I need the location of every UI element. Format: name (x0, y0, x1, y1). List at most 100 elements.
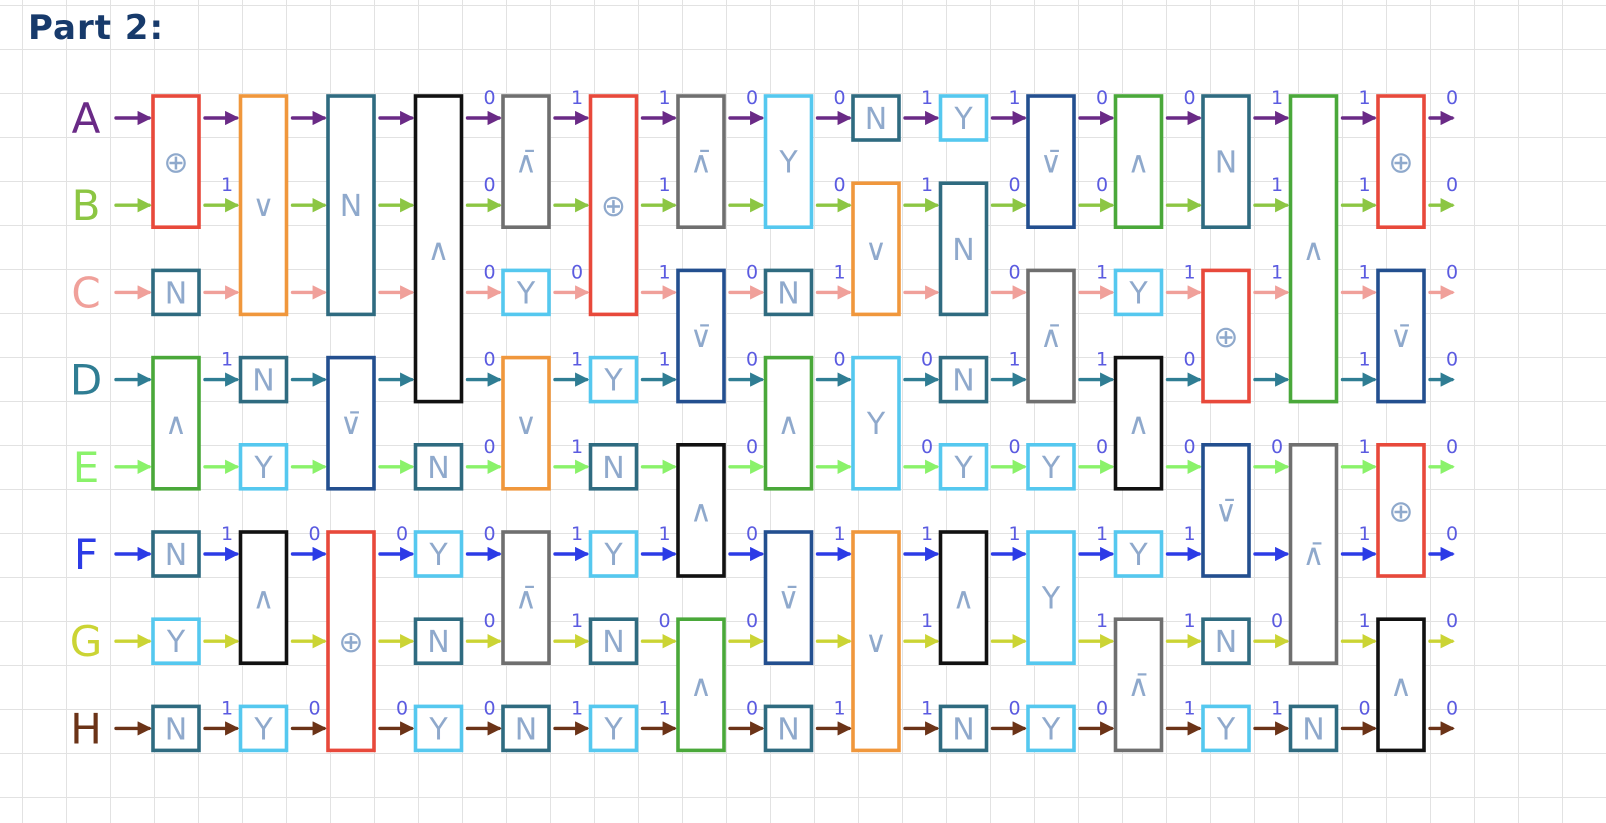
gate-box (238, 442, 289, 491)
logic-gate: ∧̄ (501, 94, 551, 229)
logic-gate: Y (588, 530, 639, 578)
bit-value: 1 (1358, 87, 1370, 109)
bit-value: 0 (833, 87, 845, 109)
bit-value: 1 (658, 523, 670, 545)
logic-gate: ∨̄ (1026, 94, 1076, 229)
gate-symbol: ∧̄ (1303, 538, 1325, 573)
gate-symbol: ∧ (1303, 233, 1325, 268)
gate-box (588, 442, 639, 491)
gate-symbol: Y (253, 712, 273, 747)
bit-value: 1 (1358, 436, 1370, 458)
bit-value: 1 (1008, 349, 1020, 371)
gate-symbol: ⊕ (163, 146, 188, 181)
gate-symbol: Y (428, 712, 448, 747)
logic-gate: N (413, 442, 464, 491)
logic-gate: Y (588, 355, 639, 404)
gate-symbol: ∧̄ (1040, 320, 1062, 355)
bit-value: 0 (746, 436, 758, 458)
bit-value: 1 (1271, 87, 1283, 109)
logic-gate: ∨̄ (1376, 268, 1426, 404)
gate-symbol: Y (953, 102, 973, 137)
logic-gate: Y (1026, 530, 1076, 665)
gate-symbol: Y (866, 407, 886, 442)
logic-gate: N (151, 268, 201, 317)
gate-symbol: ∧ (778, 407, 800, 442)
logic-gate: N (1201, 94, 1251, 229)
gate-box (238, 355, 289, 404)
bit-value: 1 (921, 174, 933, 196)
gate-box (501, 268, 551, 317)
bit-value: 0 (746, 610, 758, 632)
gate-box (1026, 268, 1076, 404)
bit-value: 1 (833, 523, 845, 545)
bit-value: 1 (221, 349, 233, 371)
bit-value: 0 (1096, 174, 1108, 196)
line-label-g: G (70, 617, 103, 666)
logic-gate: ∨̄ (326, 355, 376, 491)
logic-gate: ⊕ (151, 94, 201, 229)
gate-symbol: N (1215, 625, 1237, 660)
logic-gate: ∧ (676, 617, 726, 753)
logic-gate: ∨̄ (676, 268, 726, 404)
gate-box (676, 268, 726, 404)
logic-gate: Y (1113, 268, 1164, 317)
gate-box (588, 704, 639, 753)
bit-value: 0 (746, 87, 758, 109)
logic-gate: Y (763, 94, 814, 229)
gate-symbol: ∨̄ (1390, 320, 1412, 355)
bit-value: 1 (221, 174, 233, 196)
gate-box (238, 704, 289, 753)
gate-box (151, 94, 201, 229)
logic-gate: Y (938, 94, 989, 142)
logic-gate: N (763, 268, 814, 317)
logic-gate: ∧ (1113, 94, 1164, 229)
gate-box (938, 442, 989, 491)
bit-value: 0 (1446, 523, 1458, 545)
logic-gate: ∧ (676, 442, 726, 578)
gate-symbol: Y (1041, 712, 1061, 747)
gate-box (1288, 94, 1339, 404)
gate-symbol: N (602, 625, 624, 660)
bit-value: 1 (1358, 174, 1370, 196)
bit-value: 0 (1008, 174, 1020, 196)
logic-gate: Y (1026, 704, 1076, 753)
gate-symbol: ∧ (165, 407, 187, 442)
logic-gate: ∨̄ (763, 530, 814, 665)
gate-box (1376, 442, 1426, 578)
logic-gate: ∨ (238, 94, 289, 317)
gate-symbol: Y (778, 146, 798, 181)
logic-gate: ⊕ (1376, 442, 1426, 578)
bit-value: 0 (483, 174, 495, 196)
bit-value: 0 (1446, 87, 1458, 109)
gate-box (851, 355, 901, 491)
bit-value: 1 (921, 610, 933, 632)
gate-box (763, 530, 814, 665)
gate-box (1113, 94, 1164, 229)
gate-box (1288, 442, 1339, 665)
logic-gate: ∧̄ (501, 530, 551, 665)
logic-gate: Y (501, 268, 551, 317)
bit-value: 1 (658, 261, 670, 283)
bit-value: 1 (571, 87, 583, 109)
bit-value: 1 (1096, 610, 1108, 632)
gate-box (588, 355, 639, 404)
logic-gate: ∨ (851, 530, 901, 753)
gate-symbol: ∨ (515, 407, 537, 442)
line-label-e: E (73, 443, 100, 492)
logic-gate: N (238, 355, 289, 404)
bit-value: 0 (483, 610, 495, 632)
gate-symbol: Y (1216, 712, 1236, 747)
bit-value: 0 (746, 697, 758, 719)
bit-value: 1 (1183, 697, 1195, 719)
bit-value: 1 (921, 87, 933, 109)
bit-value: 1 (1358, 349, 1370, 371)
gate-symbol: ⊕ (1388, 146, 1413, 181)
line-label-h: H (70, 704, 102, 753)
gate-symbol: ∧ (428, 233, 450, 268)
logic-gate: ∧̄ (1026, 268, 1076, 404)
gate-symbol: ∧ (690, 494, 712, 529)
logic-gate: Y (1026, 442, 1076, 491)
logic-gate: ∧̄ (1288, 442, 1339, 665)
logic-gate: ∨ (501, 355, 551, 491)
gate-box (1376, 94, 1426, 229)
